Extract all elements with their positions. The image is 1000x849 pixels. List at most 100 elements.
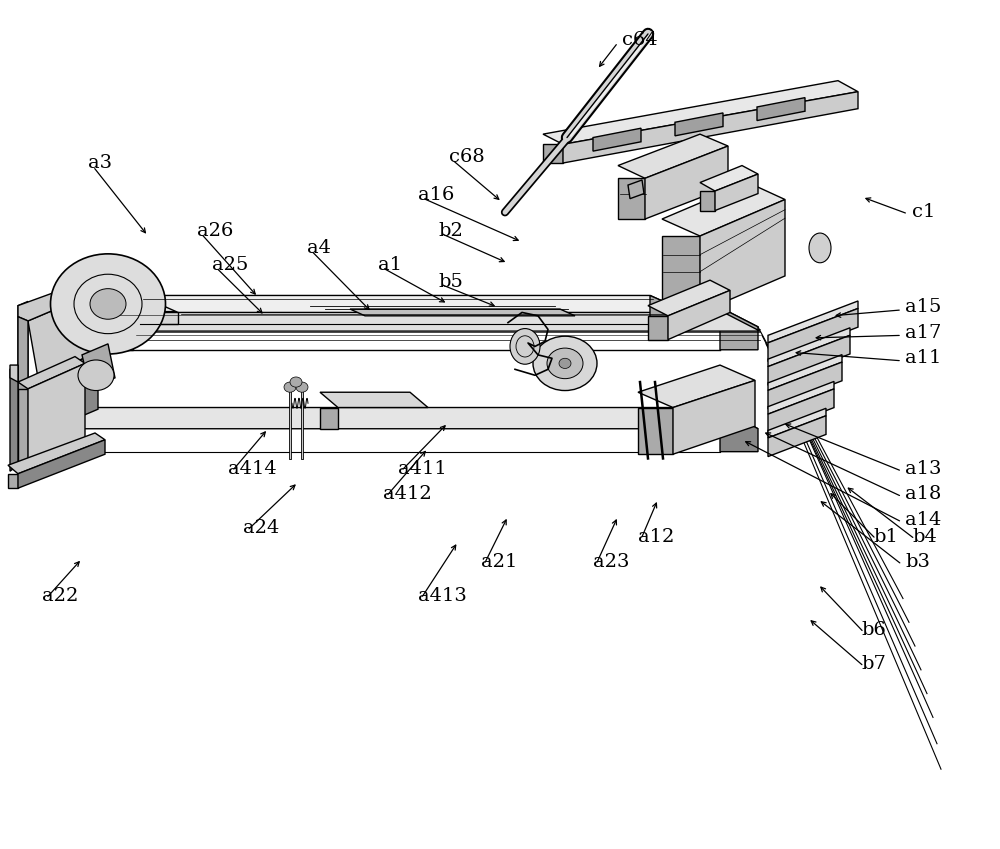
Polygon shape (320, 408, 338, 429)
Circle shape (296, 382, 308, 392)
Polygon shape (8, 433, 105, 474)
Polygon shape (18, 280, 88, 321)
Text: a24: a24 (243, 519, 279, 537)
Polygon shape (18, 389, 28, 465)
Polygon shape (700, 191, 715, 211)
Polygon shape (95, 327, 133, 350)
Text: a3: a3 (88, 154, 112, 172)
Polygon shape (28, 295, 98, 378)
Polygon shape (38, 352, 98, 435)
Polygon shape (10, 365, 18, 471)
Polygon shape (757, 98, 805, 121)
Ellipse shape (50, 254, 166, 354)
Polygon shape (650, 295, 688, 324)
Text: c64: c64 (622, 31, 658, 49)
Text: b1: b1 (873, 527, 898, 546)
Polygon shape (350, 309, 575, 316)
Polygon shape (28, 408, 758, 429)
Text: a25: a25 (212, 256, 248, 274)
Text: a21: a21 (481, 553, 517, 571)
Polygon shape (768, 335, 850, 385)
Polygon shape (18, 440, 105, 488)
Circle shape (90, 289, 126, 319)
Polygon shape (700, 166, 758, 191)
Polygon shape (8, 474, 18, 488)
Polygon shape (715, 174, 758, 211)
Polygon shape (628, 180, 644, 199)
Polygon shape (543, 144, 563, 163)
Polygon shape (675, 113, 723, 136)
Text: c1: c1 (912, 203, 935, 222)
Polygon shape (668, 290, 730, 340)
Circle shape (559, 358, 571, 368)
Polygon shape (28, 363, 85, 465)
Text: a13: a13 (905, 459, 942, 478)
Polygon shape (720, 307, 758, 350)
Text: a11: a11 (905, 349, 941, 368)
Polygon shape (82, 344, 115, 389)
Text: a412: a412 (383, 485, 432, 503)
Text: a411: a411 (398, 459, 447, 478)
Text: a14: a14 (905, 510, 941, 529)
Polygon shape (768, 301, 858, 343)
Ellipse shape (510, 329, 540, 364)
Circle shape (547, 348, 583, 379)
Polygon shape (638, 365, 755, 408)
Polygon shape (10, 365, 18, 382)
Text: a26: a26 (197, 222, 233, 240)
Polygon shape (95, 307, 758, 327)
Text: a4: a4 (307, 239, 331, 257)
Polygon shape (768, 408, 826, 438)
Polygon shape (18, 301, 28, 450)
Circle shape (290, 377, 302, 387)
Polygon shape (662, 236, 700, 312)
Polygon shape (768, 389, 834, 433)
Polygon shape (18, 317, 28, 450)
Text: a1: a1 (378, 256, 402, 274)
Polygon shape (768, 362, 842, 409)
Text: b2: b2 (438, 222, 463, 240)
Polygon shape (768, 416, 826, 457)
Polygon shape (618, 134, 728, 178)
Text: b4: b4 (912, 527, 937, 546)
Polygon shape (662, 183, 785, 236)
Polygon shape (28, 378, 38, 435)
Text: b7: b7 (861, 655, 886, 673)
Polygon shape (140, 312, 178, 324)
Text: b3: b3 (905, 553, 930, 571)
Polygon shape (673, 380, 755, 454)
Polygon shape (618, 178, 645, 219)
Text: b6: b6 (861, 621, 886, 639)
Text: a17: a17 (905, 323, 941, 342)
Text: b5: b5 (438, 273, 463, 291)
Text: a413: a413 (418, 587, 467, 605)
Polygon shape (28, 429, 65, 452)
Polygon shape (768, 381, 834, 414)
Polygon shape (18, 357, 85, 389)
Polygon shape (320, 392, 428, 408)
Text: a18: a18 (905, 485, 941, 503)
Polygon shape (645, 146, 728, 219)
Polygon shape (720, 408, 758, 452)
Polygon shape (543, 81, 858, 144)
Polygon shape (648, 280, 730, 316)
Ellipse shape (809, 233, 831, 263)
Polygon shape (98, 312, 760, 331)
Polygon shape (140, 295, 688, 312)
Text: c68: c68 (449, 148, 485, 166)
Polygon shape (648, 316, 668, 340)
Text: a23: a23 (593, 553, 630, 571)
Polygon shape (700, 200, 785, 312)
Text: a22: a22 (42, 587, 78, 605)
Circle shape (284, 382, 296, 392)
Text: a15: a15 (905, 298, 941, 317)
Circle shape (533, 336, 597, 391)
Circle shape (78, 360, 114, 391)
Polygon shape (768, 328, 850, 367)
Text: a16: a16 (418, 186, 454, 205)
Polygon shape (593, 128, 641, 151)
Polygon shape (638, 408, 673, 454)
Polygon shape (768, 308, 858, 362)
Polygon shape (768, 355, 842, 391)
Text: a414: a414 (228, 459, 277, 478)
